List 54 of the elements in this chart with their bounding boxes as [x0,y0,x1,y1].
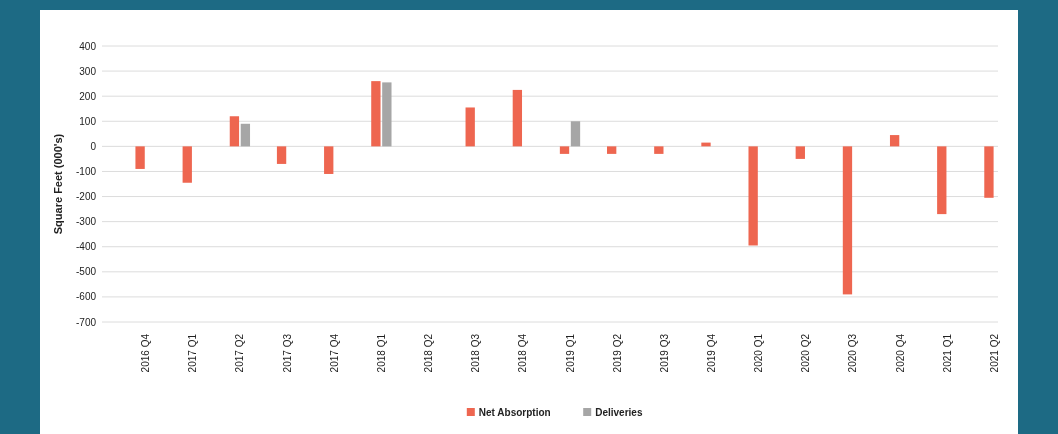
y-tick-label: 300 [79,65,97,77]
y-axis-title: Square Feet (000's) [52,133,64,235]
x-tick-label: 2021 Q1 [941,333,953,373]
y-tick-label: -700 [75,316,97,328]
bar [182,146,192,183]
x-tick-label: 2019 Q1 [564,333,576,373]
x-tick-label: 2019 Q4 [705,333,717,373]
x-tick-label: 2018 Q4 [517,333,529,373]
x-tick-label: 2020 Q4 [894,333,906,373]
x-tick-label: 2017 Q2 [234,333,246,373]
x-tick-label: 2021 Q2 [988,333,1000,373]
x-tick-label: 2018 Q1 [375,333,387,373]
x-tick-label: 2017 Q1 [187,333,199,373]
bar [324,146,334,174]
bar [984,146,994,198]
y-tick-label: -200 [75,191,97,203]
y-tick-label: -600 [75,291,97,303]
bar [795,146,805,159]
y-tick-label: -500 [75,266,97,278]
bar [748,146,758,246]
x-tick-label: 2019 Q2 [611,333,623,373]
y-tick-label: -100 [75,165,97,177]
y-tick-label: -400 [75,241,97,253]
x-tick-label: 2018 Q3 [470,333,482,373]
bar [512,89,523,147]
x-tick-label: 2017 Q4 [328,333,340,373]
x-tick-label: 2020 Q1 [753,333,765,373]
bar [559,146,570,154]
x-tick-label: 2017 Q3 [281,333,293,373]
bar [842,146,853,295]
bar [889,135,900,147]
bar [607,146,617,154]
bar [135,146,145,169]
bar [465,107,475,147]
bar [229,116,240,147]
y-tick-label: -300 [75,216,97,228]
bar [371,81,381,147]
legend-label: Net Absorption [478,406,551,418]
bar [937,146,947,215]
x-tick-label: 2020 Q3 [847,333,859,373]
bar [382,82,392,147]
legend-label: Deliveries [595,406,643,418]
x-tick-label: 2018 Q2 [423,333,435,373]
y-tick-label: 100 [79,115,97,127]
bar [654,146,664,154]
bar [276,146,287,164]
bar [240,123,251,147]
y-tick-label: 200 [79,90,97,102]
x-tick-label: 2016 Q4 [140,333,152,373]
y-tick-label: 400 [79,40,97,52]
x-tick-label: 2020 Q2 [800,333,812,373]
y-tick-label: 0 [90,140,97,152]
bar [570,121,581,147]
x-tick-label: 2019 Q3 [658,333,670,373]
